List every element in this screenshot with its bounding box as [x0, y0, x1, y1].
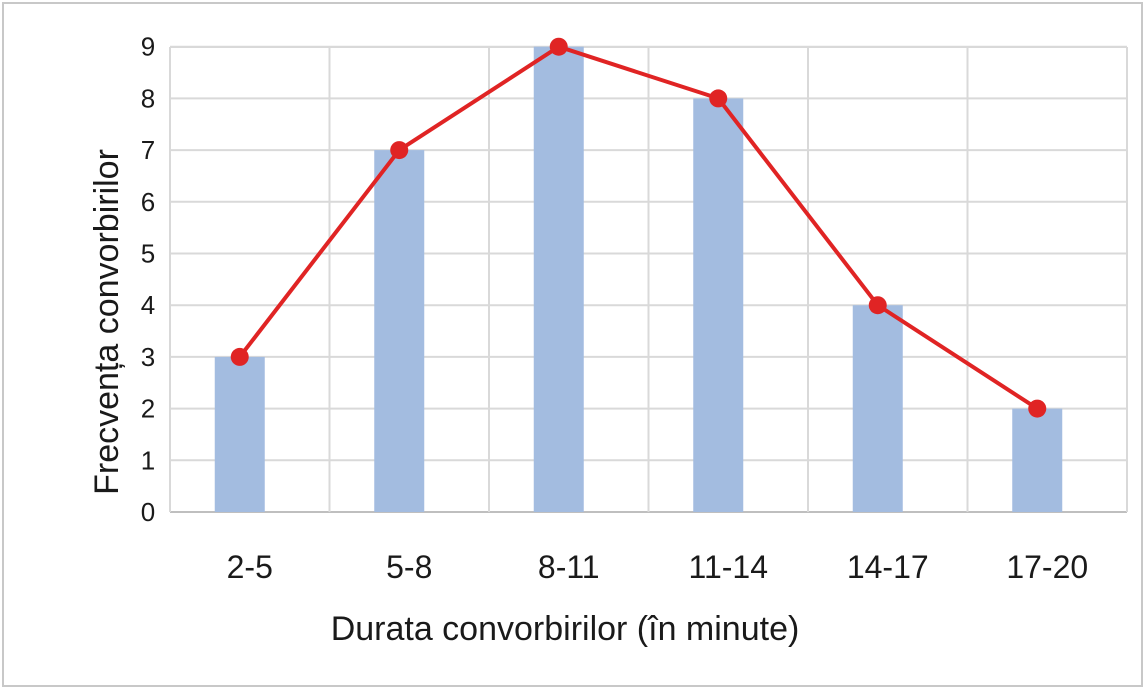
- y-tick-2: 2: [141, 394, 155, 424]
- bar-11-14: [693, 98, 744, 513]
- y-tick-5: 5: [141, 239, 155, 269]
- y-axis-label: Frecvența convorbirilor: [88, 149, 126, 495]
- x-tick-14-17: 14-17: [847, 549, 929, 585]
- point-2-5: [230, 347, 249, 366]
- y-tick-4: 4: [141, 290, 155, 320]
- x-tick-2-5: 2-5: [227, 549, 273, 585]
- bar-14-17: [852, 305, 903, 512]
- x-axis-label: Durata convorbirilor (în minute): [331, 610, 800, 648]
- x-tick-17-20: 17-20: [1006, 549, 1088, 585]
- bars: [214, 46, 1063, 513]
- point-5-8: [390, 141, 409, 160]
- y-tick-0: 0: [141, 497, 155, 527]
- point-14-17: [868, 296, 887, 315]
- y-tick-8: 8: [141, 83, 155, 113]
- y-tick-7: 7: [141, 135, 155, 165]
- frequency-polygon: [230, 37, 1047, 418]
- y-tick-labels: 0 1 2 3 4 5 6 7 8 9: [141, 32, 155, 527]
- y-tick-9: 9: [141, 32, 155, 62]
- point-17-20: [1028, 399, 1047, 418]
- bar-2-5: [214, 356, 265, 512]
- x-tick-11-14: 11-14: [689, 549, 768, 585]
- y-tick-6: 6: [141, 187, 155, 217]
- y-tick-3: 3: [141, 342, 155, 372]
- bar-17-20: [1012, 408, 1063, 512]
- point-11-14: [709, 89, 728, 108]
- frequency-line: [238, 44, 1039, 411]
- y-tick-1: 1: [141, 445, 155, 475]
- bar-8-11: [533, 46, 584, 512]
- x-tick-8-11: 8-11: [538, 549, 600, 585]
- grid-lines: [169, 45, 1128, 513]
- x-tick-labels: 2-5 5-8 8-11 11-14 14-17 17-20: [227, 549, 1089, 585]
- bar-5-8: [374, 150, 425, 512]
- x-tick-5-8: 5-8: [386, 549, 432, 585]
- point-8-11: [549, 37, 568, 56]
